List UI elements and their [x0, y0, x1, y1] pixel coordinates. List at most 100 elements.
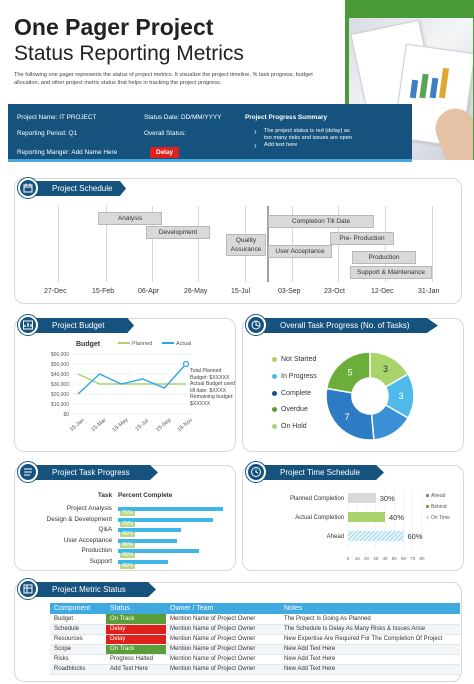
metric-cell: Mention Name of Project Owner	[166, 624, 280, 635]
tasks-icon	[18, 462, 38, 482]
budget-xtick: 15-Sep	[155, 417, 172, 433]
status-cell: On Track	[106, 644, 166, 655]
metric-cell: New Add Text Here	[280, 644, 460, 655]
status-date: Status Date: DD/MM/YYYY	[144, 114, 222, 121]
metric-heading: Project Metric Status	[24, 582, 156, 597]
time-axis-tick: 20	[364, 556, 370, 561]
status-cell: Delay	[106, 634, 166, 645]
gantt-date-label: 31-Jan	[418, 288, 440, 295]
overall-status-badge: Delay	[150, 147, 180, 158]
budget-chart-title: Budget	[76, 341, 101, 348]
reporting-period: Reporting Period: Q1	[17, 130, 78, 137]
overall-status-label: Overall Status:	[144, 130, 186, 137]
legend-label: On Hold	[281, 423, 307, 430]
time-axis-tick: 70	[410, 556, 416, 561]
legend-label: Complete	[281, 390, 311, 397]
metric-header-cell: Owner / Team	[166, 603, 280, 614]
metric-cell: Roadblocks	[50, 664, 106, 675]
legend-actual-label: Actual	[176, 341, 191, 347]
metric-cell: Mention Name of Project Owner	[166, 654, 280, 665]
gantt-gridline	[198, 206, 199, 282]
time-axis-tick: 50	[392, 556, 398, 561]
legend-overdue: Overdue	[272, 406, 308, 413]
metric-cell: New Add Text Here	[280, 654, 460, 665]
donut-value: 3	[383, 364, 388, 374]
gantt-task-bar: User Acceptance	[268, 245, 332, 258]
budget-ytick: $50,000	[51, 362, 69, 368]
gantt-gridline	[106, 206, 107, 282]
metric-cell: New Expertise Are Required For The Compl…	[280, 634, 460, 645]
task-name: Support	[89, 557, 112, 565]
metric-header-cell: Notes	[280, 603, 460, 614]
task-percent: 45%	[120, 541, 136, 548]
gantt-date-label: 15-Feb	[92, 288, 115, 295]
summary-item: The project status is red (delay) as too…	[254, 127, 354, 142]
budget-xtick: 15-Nov	[177, 417, 195, 433]
metric-header-cell: Component	[50, 603, 106, 614]
time-legend-swatch	[426, 505, 429, 508]
progress-icon	[246, 315, 266, 335]
task-percent: 75%	[120, 520, 136, 527]
percent-col-header: Percent Complete	[118, 492, 173, 499]
time-axis-tick: 60	[401, 556, 407, 561]
budget-heading: Project Budget	[24, 318, 134, 333]
metric-cell: Mention Name of Project Owner	[166, 644, 280, 655]
reporting-manager: Reporting Manger: Add Name Here	[17, 149, 118, 156]
legend-planned-label: Planned	[132, 341, 152, 347]
metric-cell: Mention Name of Project Owner	[166, 614, 280, 625]
metric-row: Resources Delay Mention Name of Project Ow…	[50, 634, 460, 645]
task-percent: 45%	[120, 562, 136, 569]
time-bar-value: 40%	[389, 513, 404, 522]
gantt-task-bar: Pre- Production	[330, 232, 394, 245]
time-legend-swatch	[426, 494, 429, 497]
time-row-label: Actual Completion	[295, 515, 344, 521]
budget-section	[14, 318, 236, 452]
gantt-gridline	[152, 206, 153, 282]
overall-progress-heading: Overall Task Progress (No. of Tasks)	[252, 318, 438, 333]
metric-cell: Schedule	[50, 624, 106, 635]
time-schedule-heading: Project Time Schedule	[252, 465, 384, 480]
task-name: Production	[81, 547, 112, 554]
task-donut-chart: 3 3 7 5	[325, 351, 415, 441]
gantt-task-bar: Completion Till Date	[268, 215, 374, 228]
task-progress-heading: Project Task Progress	[24, 465, 158, 480]
time-bar	[348, 493, 376, 503]
metric-row: Budget On Track Mention Name of Project Ow…	[50, 614, 460, 625]
budget-icon	[18, 315, 38, 335]
legend-dot	[272, 390, 277, 396]
task-progress-bar	[118, 517, 214, 522]
metric-table: Component Status Owner / Team Notes Budg…	[50, 603, 460, 675]
metric-cell: The Project Is Going As Planned	[280, 614, 460, 625]
budget-xtick: 15-May	[112, 417, 130, 434]
gantt-date-label: 12-Dec	[371, 288, 394, 295]
metric-cell: The Schedule Is Delay As Many Risks & Is…	[280, 624, 460, 635]
budget-xtick: 15-Jan	[69, 418, 86, 433]
task-percent: 45%	[120, 552, 136, 558]
clock-icon	[246, 462, 266, 482]
budget-series-actual	[77, 363, 187, 395]
time-bar-value: 30%	[380, 494, 395, 503]
budget-note: Remaining budget: $XXXXX	[190, 394, 234, 407]
time-axis-tick: 40	[382, 556, 388, 561]
time-bar	[348, 531, 404, 541]
task-progress-bar	[118, 528, 181, 532]
donut-value: 5	[348, 367, 353, 377]
budget-xtick: 15-Jul	[134, 418, 149, 432]
gantt-task-bar: Production	[352, 251, 416, 264]
legend-label: Not Started	[281, 356, 317, 363]
donut-value: 7	[345, 412, 350, 422]
time-schedule-chart: 0 10 20 30 40 50 60 70 80 Planned Completion 30% Ac…	[290, 490, 450, 561]
gantt-date-label: 23-Oct	[324, 288, 346, 295]
budget-point	[182, 360, 190, 368]
task-progress-bar	[118, 559, 169, 564]
budget-xtick: 15-Mar	[90, 417, 107, 433]
gantt-task-bar: Development	[146, 226, 210, 239]
metric-row: Schedule Delay Mention Name of Project Own…	[50, 624, 460, 635]
time-row-label: Planned Completion	[290, 496, 344, 502]
legend-dot	[272, 373, 277, 379]
legend-dot	[272, 423, 277, 429]
time-row-label: Ahead	[327, 534, 344, 540]
time-bar	[348, 512, 385, 522]
donut-value: 3	[398, 391, 403, 401]
task-progress-bar	[118, 507, 223, 511]
